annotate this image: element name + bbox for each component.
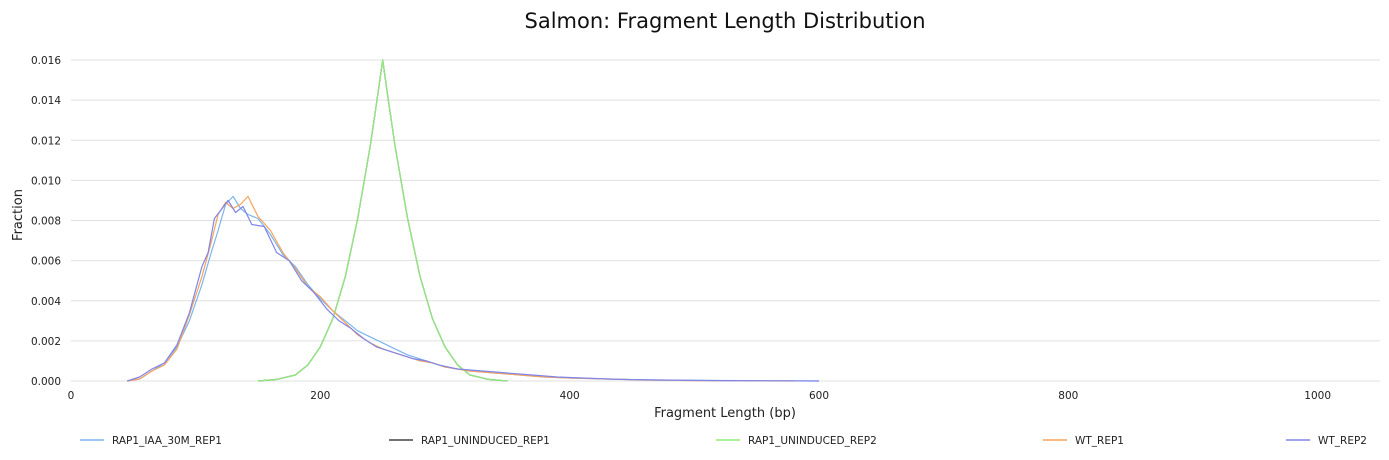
- x-tick-label: 0: [68, 390, 75, 402]
- series-layer: [126, 59, 820, 382]
- legend: RAP1_IAA_30M_REP1 RAP1_UNINDUCED_REP1 RAP1…: [80, 435, 1367, 447]
- y-axis-ticks: 0.000 0.002 0.004 0.006 0.008 0.010 0.012 0.014…: [31, 55, 61, 388]
- y-tick-label: 0.012: [31, 135, 61, 147]
- y-tick-label: 0.008: [31, 216, 61, 228]
- y-tick-label: 0.000: [31, 376, 61, 388]
- x-tick-label: 800: [1058, 390, 1078, 402]
- series-line-5: [126, 199, 820, 382]
- legend-label: WT_REP1: [1075, 435, 1124, 447]
- x-tick-label: 1000: [1304, 390, 1331, 402]
- x-axis-ticks: 0 200 400 600 800 1000: [68, 390, 1331, 402]
- y-tick-label: 0.016: [31, 55, 61, 67]
- grid-layer: [71, 59, 1380, 382]
- x-tick-label: 200: [310, 390, 330, 402]
- legend-label: WT_REP2: [1318, 435, 1367, 447]
- y-tick-label: 0.004: [31, 296, 61, 308]
- legend-label: RAP1_IAA_30M_REP1: [112, 435, 222, 447]
- x-axis-label: Fragment Length (bp): [654, 406, 796, 421]
- y-tick-label: 0.010: [31, 175, 61, 187]
- y-tick-label: 0.014: [31, 95, 61, 107]
- series-line-1: [127, 195, 820, 382]
- y-tick-label: 0.006: [31, 256, 61, 268]
- x-tick-label: 600: [809, 390, 829, 402]
- x-tick-label: 400: [560, 390, 580, 402]
- series-line-3: [257, 59, 508, 382]
- legend-label: RAP1_UNINDUCED_REP1: [421, 435, 550, 447]
- legend-label: RAP1_UNINDUCED_REP2: [748, 435, 877, 447]
- series-line-4: [127, 195, 795, 382]
- chart-title: Salmon: Fragment Length Distribution: [525, 9, 926, 33]
- y-axis-label: Fraction: [11, 189, 26, 241]
- y-tick-label: 0.002: [31, 336, 61, 348]
